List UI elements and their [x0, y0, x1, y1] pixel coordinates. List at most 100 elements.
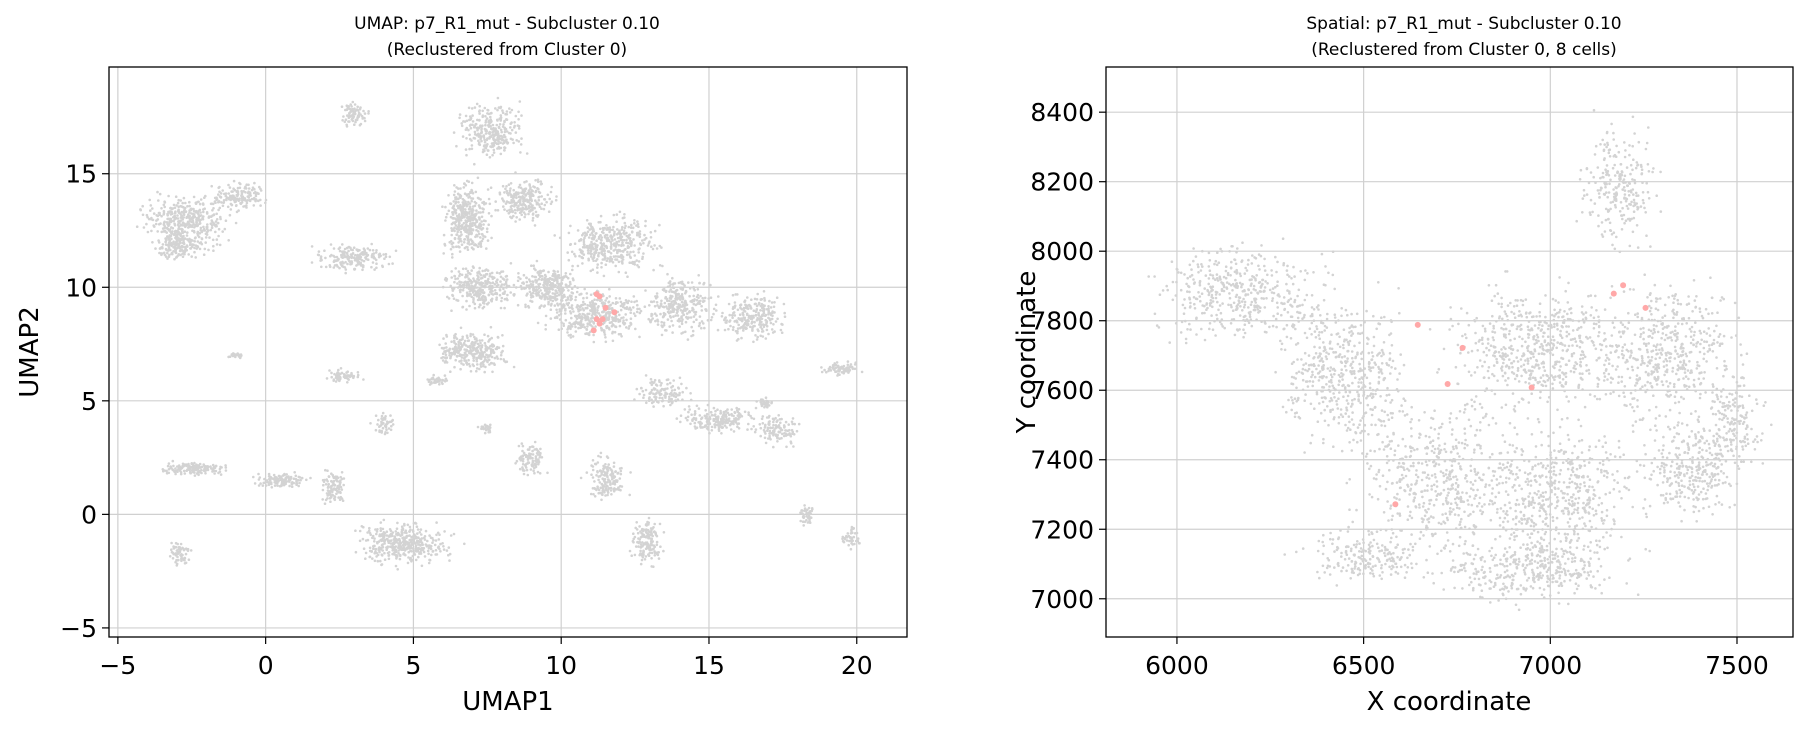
- umap-background-point: [476, 281, 480, 284]
- umap-background-point: [534, 210, 538, 214]
- umap-background-point: [759, 325, 762, 329]
- umap-background-point: [680, 300, 684, 304]
- umap-background-point: [161, 243, 165, 246]
- umap-background-point: [655, 247, 659, 250]
- umap-background-point: [479, 341, 482, 345]
- umap-background-point: [354, 253, 357, 257]
- umap-background-point: [742, 329, 745, 332]
- umap-background-point: [519, 151, 522, 154]
- umap-background-point: [633, 254, 637, 257]
- umap-background-point: [544, 328, 547, 331]
- umap-background-point: [649, 236, 653, 239]
- umap-background-point: [538, 296, 542, 299]
- umap-background-point: [637, 233, 640, 237]
- umap-background-point: [594, 249, 598, 253]
- umap-background-point: [674, 314, 677, 317]
- umap-background-point: [557, 328, 561, 332]
- umap-background-point: [217, 234, 220, 238]
- umap-background-point: [671, 384, 675, 388]
- umap-background-point: [628, 324, 631, 328]
- umap-background-point: [630, 223, 633, 227]
- umap-background-point: [655, 400, 659, 403]
- umap-background-point: [457, 225, 460, 229]
- umap-background-point: [584, 314, 587, 317]
- umap-background-point: [515, 459, 519, 463]
- umap-background-point: [597, 454, 600, 458]
- umap-background-point: [470, 144, 474, 147]
- umap-background-point: [219, 215, 222, 219]
- umap-background-point: [783, 311, 786, 315]
- umap-background-point: [479, 136, 483, 140]
- umap-background-point: [514, 211, 517, 215]
- umap-background-point: [695, 404, 699, 408]
- umap-background-point: [474, 122, 478, 126]
- umap-background-point: [607, 300, 610, 304]
- umap-background-point: [194, 201, 198, 205]
- umap-background-point: [615, 233, 619, 236]
- umap-background-point: [756, 292, 759, 296]
- umap-background-point: [513, 201, 517, 205]
- umap-background-point: [576, 304, 579, 307]
- umap-background-point: [496, 336, 500, 339]
- umap-background-point: [351, 116, 355, 120]
- umap-background-point: [149, 204, 153, 207]
- umap-background-point: [607, 487, 610, 491]
- umap-background-point: [603, 236, 607, 239]
- umap-background-point: [536, 271, 539, 274]
- umap-background-point: [579, 319, 583, 323]
- umap-background-point: [199, 214, 203, 217]
- umap-background-point: [553, 295, 557, 299]
- umap-background-point: [183, 222, 186, 226]
- umap-background-point: [687, 281, 690, 284]
- umap-background-point: [527, 448, 531, 451]
- umap-background-point: [691, 333, 695, 337]
- umap-background-point: [453, 236, 457, 240]
- umap-background-point: [512, 141, 515, 145]
- umap-background-point: [478, 119, 481, 122]
- umap-background-point: [604, 487, 608, 490]
- umap-background-point: [206, 225, 209, 229]
- umap-background-point: [164, 243, 168, 246]
- umap-background-point: [515, 193, 518, 197]
- umap-background-point: [449, 240, 453, 243]
- umap-background-point: [464, 267, 468, 271]
- umap-background-point: [155, 214, 158, 217]
- umap-background-point: [779, 421, 782, 425]
- umap-background-point: [753, 430, 757, 434]
- umap-background-point: [181, 218, 184, 221]
- umap-background-point: [795, 429, 799, 433]
- umap-background-point: [776, 435, 779, 439]
- umap-background-point: [632, 306, 635, 309]
- umap-background-point: [232, 198, 236, 202]
- umap-background-point: [354, 120, 357, 124]
- umap-background-point: [678, 376, 682, 380]
- umap-background-point: [599, 451, 603, 455]
- umap-background-point: [535, 448, 539, 451]
- umap-background-point: [478, 222, 482, 225]
- umap-background-point: [602, 479, 606, 482]
- umap-background-point: [506, 141, 510, 145]
- umap-background-point: [187, 225, 191, 228]
- umap-background-point: [218, 195, 222, 198]
- umap-background-point: [767, 332, 770, 336]
- umap-background-point: [725, 417, 728, 421]
- umap-background-point: [670, 295, 673, 299]
- umap-background-point: [481, 294, 485, 298]
- umap-background-point: [457, 197, 460, 201]
- umap-background-point: [461, 135, 465, 138]
- umap-background-point: [527, 190, 531, 194]
- umap-background-point: [492, 362, 496, 365]
- umap-background-point: [770, 301, 774, 304]
- umap-background-point: [504, 280, 508, 284]
- umap-background-point: [184, 201, 187, 205]
- umap-background-point: [585, 292, 589, 295]
- umap-background-point: [441, 352, 445, 356]
- umap-background-point: [453, 334, 456, 338]
- umap-background-point: [539, 451, 542, 455]
- umap-background-point: [211, 238, 215, 242]
- umap-background-point: [503, 119, 506, 123]
- umap-background-point: [465, 354, 469, 357]
- umap-background-point: [635, 299, 638, 303]
- umap-background-point: [567, 289, 570, 292]
- umap-background-point: [644, 224, 647, 228]
